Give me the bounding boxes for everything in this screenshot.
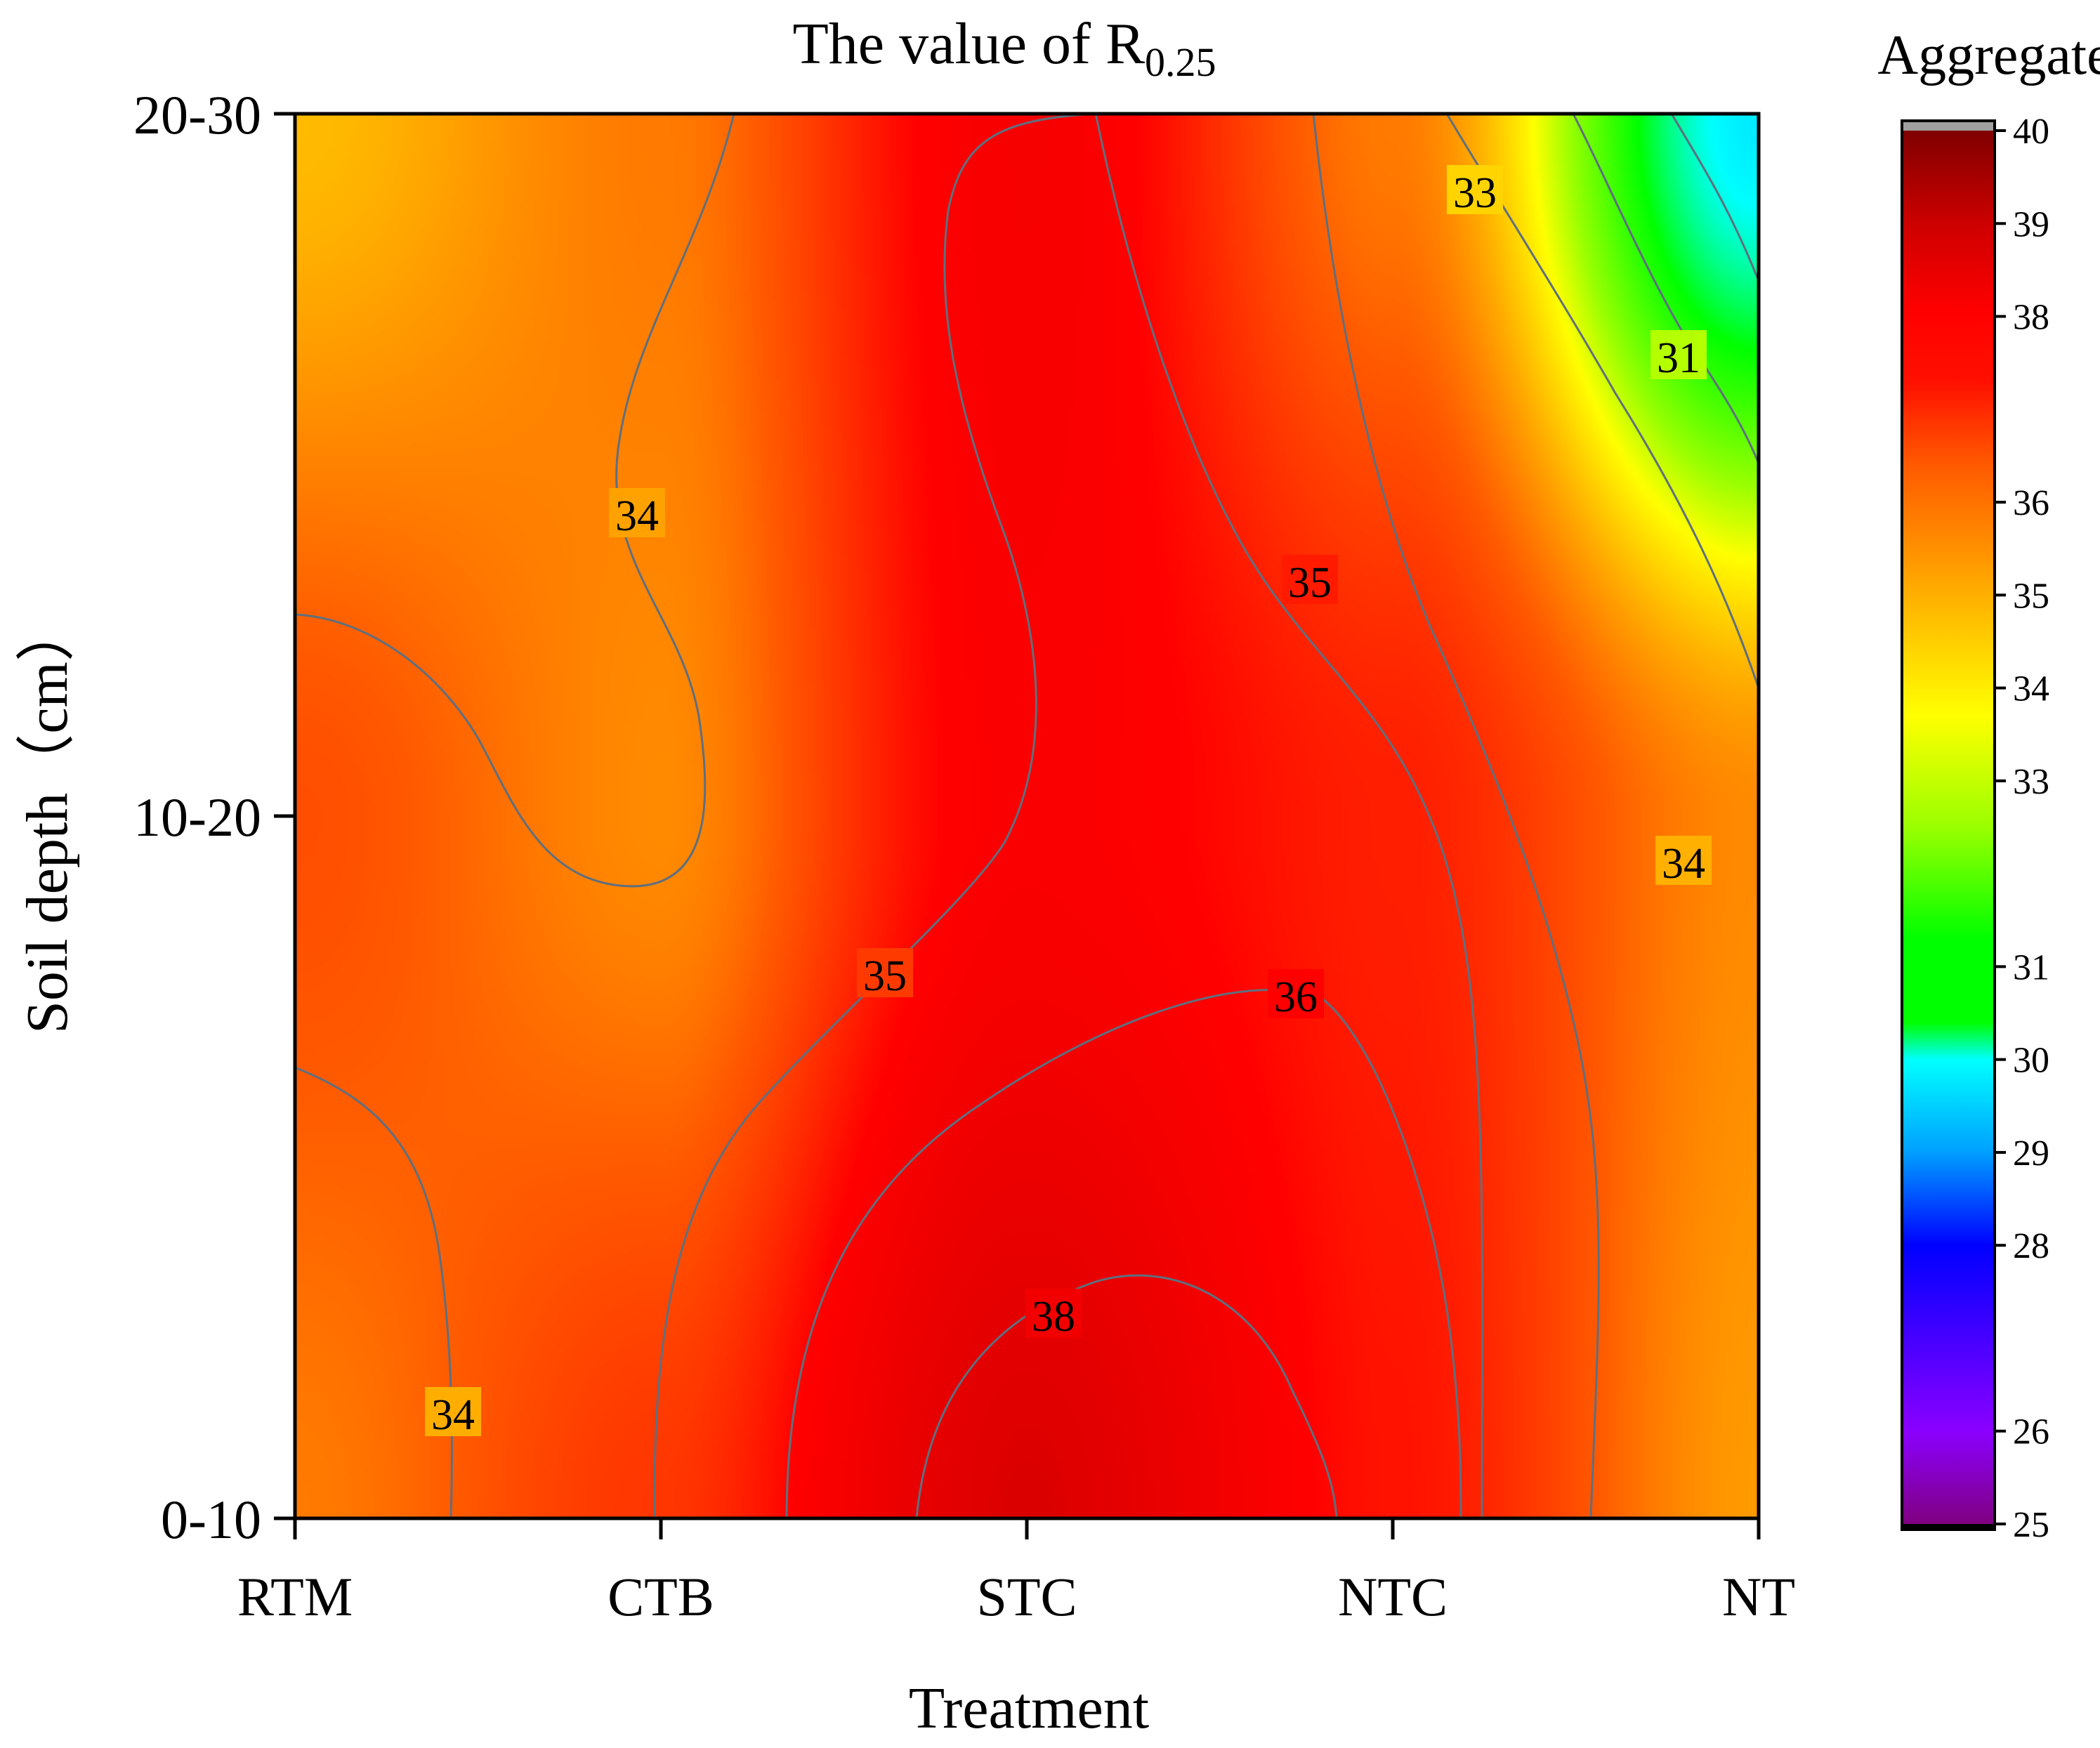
heatmap-field (295, 114, 1759, 1518)
y-axis (274, 112, 295, 1520)
colorbar-tick-label-29: 29 (2013, 1133, 2049, 1174)
contour-line-35-center (653, 114, 1096, 1518)
colorbar-ticks: 25 26 28 29 30 31 33 34 35 36 38 39 40 (1995, 112, 2049, 1545)
y-tick-labels: 0-10 10-20 20-30 (133, 84, 261, 1550)
colorbar-top-cap (1902, 121, 1995, 131)
colorbar-bottom-cap (1902, 1524, 1995, 1530)
colorbar-tick-label-40: 40 (2013, 112, 2049, 152)
colorbar-tick-label-30: 30 (2013, 1041, 2049, 1081)
colorbar: Aggregate 25 26 28 29 30 31 33 34 35 36 38 39 40 (1877, 25, 2100, 1545)
colorbar-title: Aggregate (1877, 25, 2100, 86)
contour-label-35-left: 35 (863, 952, 907, 1000)
colorbar-tick-label-33: 33 (2013, 762, 2049, 802)
y-tick-label-10-20: 10-20 (133, 787, 261, 848)
contour-line-34-bottom-left (295, 1066, 453, 1518)
contour-line-35-right (1094, 114, 1483, 1518)
chart-title-subscript: 0.25 (1145, 39, 1216, 85)
colorbar-tick-label-31: 31 (2013, 947, 2049, 987)
contour-label-35-top: 35 (1288, 559, 1332, 607)
contour-label-33: 33 (1453, 169, 1497, 217)
chart-title: The value of R0.25 (793, 11, 1216, 85)
contour-line-38 (915, 1274, 1338, 1518)
colorbar-tick-label-34: 34 (2013, 669, 2049, 709)
contour-label-34-right: 34 (1662, 840, 1705, 888)
y-axis-title: Soil depth（cm） (15, 603, 80, 1034)
x-tick-label-NT: NT (1722, 1566, 1795, 1627)
x-axis (293, 1518, 1761, 1539)
chart-title-main: The value of R (793, 11, 1146, 77)
colorbar-tick-label-26: 26 (2013, 1412, 2049, 1452)
contour-label-31: 31 (1657, 334, 1700, 382)
contour-label-34-bottom: 34 (431, 1391, 475, 1439)
y-tick-label-20-30: 20-30 (133, 84, 261, 145)
x-axis-title: Treatment (909, 1676, 1149, 1741)
colorbar-tick-label-28: 28 (2013, 1226, 2049, 1266)
x-tick-labels: RTM CTB STC NTC NT (237, 1566, 1795, 1627)
contour-line-30 (1670, 114, 1759, 282)
x-tick-label-STC: STC (976, 1566, 1077, 1627)
contour-label-34-top: 34 (615, 492, 659, 540)
x-tick-label-NTC: NTC (1338, 1566, 1448, 1627)
colorbar-frame (1901, 119, 1996, 1531)
colorbar-gradient (1902, 131, 1995, 1524)
colorbar-tick-label-25: 25 (2013, 1505, 2049, 1545)
contour-label-38: 38 (1032, 1293, 1075, 1341)
colorbar-tick-label-35: 35 (2013, 576, 2049, 616)
colorbar-tick-label-38: 38 (2013, 298, 2049, 338)
colorbar-tick-label-36: 36 (2013, 483, 2049, 523)
x-tick-label-CTB: CTB (608, 1566, 714, 1627)
contour-line-34-right (1312, 114, 1600, 1518)
contour-label-36: 36 (1274, 973, 1318, 1021)
contour-line-34-left (295, 114, 735, 888)
contour-labels: 33 31 34 35 34 35 36 34 38 (425, 165, 1712, 1439)
colorbar-tick-label-39: 39 (2013, 204, 2049, 244)
y-tick-label-0-10: 0-10 (161, 1489, 261, 1550)
contour-line-31 (1572, 114, 1759, 464)
x-tick-label-RTM: RTM (237, 1566, 353, 1627)
